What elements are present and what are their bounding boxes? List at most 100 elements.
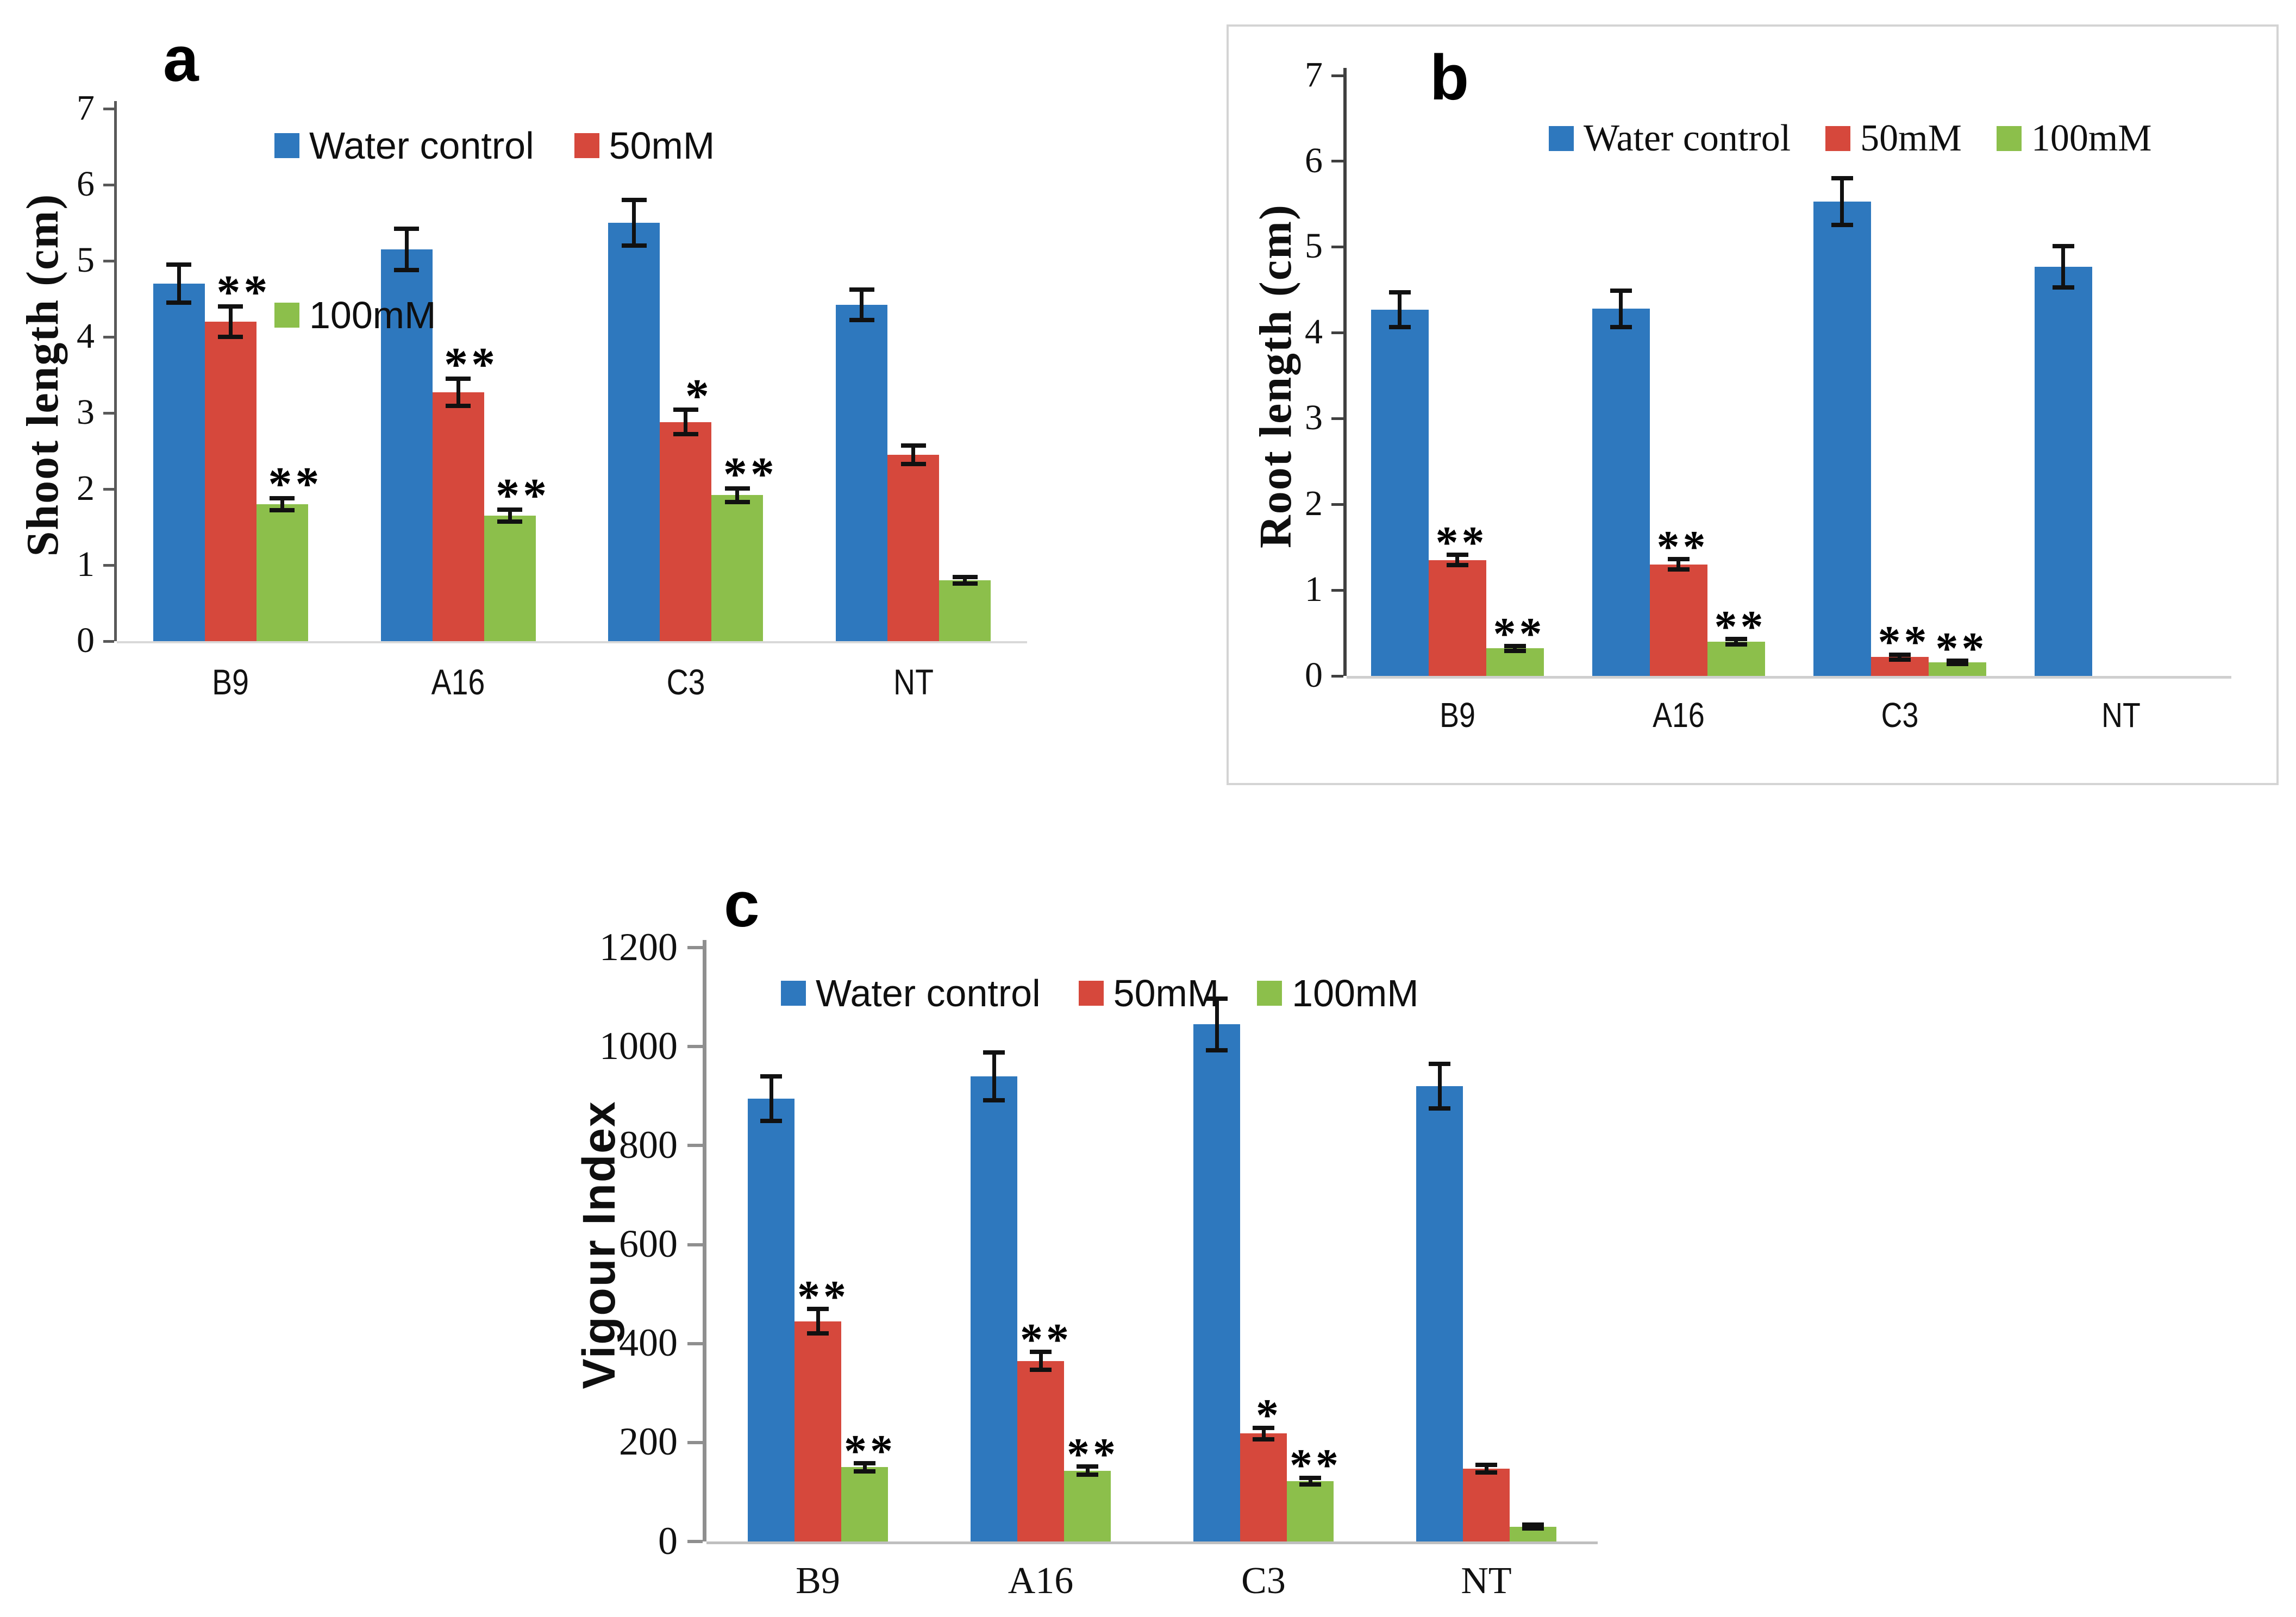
error-bar-cap xyxy=(621,243,647,248)
legend-item: 50mM xyxy=(1825,117,1962,160)
error-bar xyxy=(1734,639,1738,644)
category-label: C3 xyxy=(1881,695,1918,735)
error-bar-cap xyxy=(1610,289,1632,293)
error-bar-cap xyxy=(1446,553,1468,557)
y-axis-title: Root length (cm) xyxy=(1250,203,1301,548)
error-bar-cap xyxy=(1946,658,1968,663)
bar xyxy=(660,422,712,641)
error-bar-cap xyxy=(621,198,647,202)
significance-stars: ** xyxy=(797,1271,849,1322)
tick-label: 7 xyxy=(1305,54,1323,95)
error-bar xyxy=(816,1308,820,1334)
tick-label: 5 xyxy=(77,240,95,280)
significance-stars: ** xyxy=(1714,601,1767,653)
legend-swatch xyxy=(781,981,806,1006)
tick-mark xyxy=(103,487,114,491)
legend-swatch xyxy=(1078,981,1104,1006)
significance-stars: ** xyxy=(1878,617,1930,668)
error-bar-cap xyxy=(1831,176,1853,181)
bar xyxy=(1463,1469,1510,1541)
bar xyxy=(2034,267,2092,676)
error-bar-cap xyxy=(1667,557,1690,562)
significance-stars: ** xyxy=(444,339,499,392)
significance-stars: * xyxy=(685,369,712,423)
x-baseline xyxy=(706,1541,1598,1544)
tick-label: 7 xyxy=(77,87,95,128)
error-bar-cap xyxy=(1667,567,1690,572)
error-bar xyxy=(860,290,864,321)
error-bar-cap xyxy=(1888,652,1911,657)
tick-label: 1200 xyxy=(599,925,678,969)
error-bar-cap xyxy=(1388,290,1411,295)
bar xyxy=(1649,564,1707,676)
error-bar-cap xyxy=(1253,1425,1274,1430)
error-bar xyxy=(1085,1466,1090,1475)
legend-swatch xyxy=(1996,126,2022,151)
error-bar-cap xyxy=(1888,657,1911,662)
bar xyxy=(1287,1481,1334,1541)
tick-mark xyxy=(1331,74,1343,77)
error-bar xyxy=(1676,559,1680,570)
error-bar-cap xyxy=(1522,1526,1544,1531)
error-bar-cap xyxy=(1206,1048,1228,1052)
legend-item: Water control xyxy=(274,124,534,167)
significance-stars: ** xyxy=(1067,1429,1119,1480)
error-bar xyxy=(177,265,181,303)
tick-label: 0 xyxy=(1305,655,1323,695)
bar xyxy=(153,284,205,641)
error-bar-cap xyxy=(807,1331,829,1336)
significance-stars: ** xyxy=(723,448,778,502)
tick-mark xyxy=(1331,417,1343,420)
legend: Water control 50mM 100mM xyxy=(1549,117,2187,160)
tick-label: 200 xyxy=(619,1420,678,1464)
tick-mark xyxy=(103,259,114,262)
tick-label: 1 xyxy=(77,544,95,584)
error-bar-cap xyxy=(952,581,978,586)
x-baseline xyxy=(1347,676,2231,679)
tick-mark xyxy=(1331,503,1343,506)
tick-mark xyxy=(1331,331,1343,335)
legend-swatch xyxy=(274,133,299,158)
error-bar xyxy=(1437,1064,1442,1108)
bar xyxy=(1017,1361,1064,1541)
error-bar xyxy=(2061,246,2065,287)
bar xyxy=(204,322,256,641)
error-bar-cap xyxy=(270,508,295,513)
bar xyxy=(939,580,991,641)
error-bar-cap xyxy=(218,335,243,339)
legend-label: Water control xyxy=(1584,117,1791,159)
chart-panel-c: c Vigour Index 0 200 400 600 800 1000 1200 ** ** B… xyxy=(573,853,1717,1617)
tick-label: 2 xyxy=(77,468,95,508)
error-bar xyxy=(1898,654,1901,660)
error-bar xyxy=(1215,998,1219,1050)
y-axis-line xyxy=(114,101,117,641)
legend-swatch xyxy=(1825,126,1851,151)
error-bar-cap xyxy=(166,262,192,267)
bar xyxy=(608,223,660,641)
legend-item: 50mM xyxy=(1078,972,1219,1015)
error-bar-cap xyxy=(760,1074,782,1079)
legend-item: 100mM xyxy=(1257,972,1419,1015)
error-bar xyxy=(228,306,233,337)
error-bar-cap xyxy=(1429,1106,1450,1111)
error-bar xyxy=(456,379,460,406)
tick-mark xyxy=(687,1540,703,1543)
bar xyxy=(1813,202,1871,676)
category-label: B9 xyxy=(212,662,249,702)
error-bar-cap xyxy=(497,519,523,524)
bar xyxy=(1592,309,1650,676)
error-bar-cap xyxy=(2052,285,2074,290)
tick-mark xyxy=(687,1440,703,1444)
tick-label: 800 xyxy=(619,1123,678,1167)
tick-label: 0 xyxy=(658,1519,678,1563)
error-bar-cap xyxy=(1522,1522,1544,1527)
error-bar xyxy=(862,1463,867,1471)
error-bar-cap xyxy=(1504,643,1526,648)
bar xyxy=(256,504,308,641)
legend-item: 100mM xyxy=(1996,117,2152,160)
error-bar-cap xyxy=(760,1118,782,1123)
tick-mark xyxy=(687,1045,703,1049)
tick-label: 6 xyxy=(77,164,95,204)
category-label: B9 xyxy=(796,1560,840,1602)
